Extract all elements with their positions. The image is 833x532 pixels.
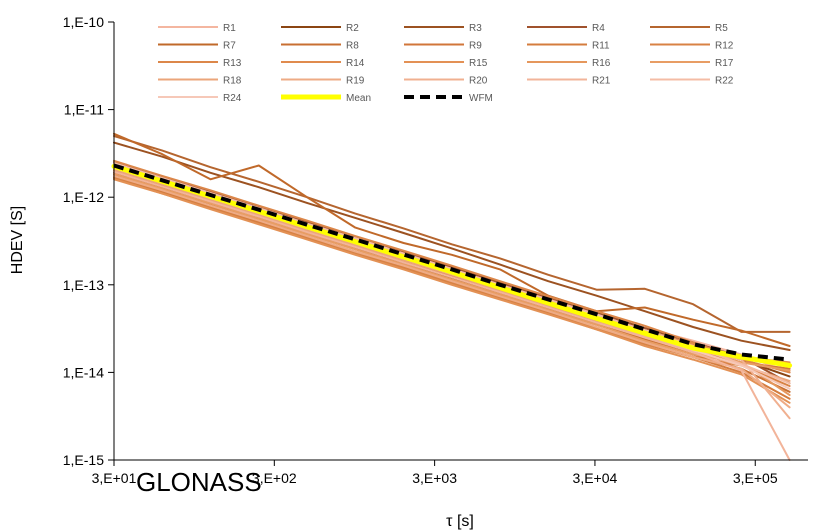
legend-item-r12: R12 — [650, 41, 734, 52]
legend-label: R14 — [346, 58, 365, 69]
y-tick-label: 1,E-13 — [63, 277, 104, 293]
legend-item-r15: R15 — [404, 58, 488, 69]
x-tick-label: 3,E+03 — [412, 470, 457, 486]
y-tick-label: 1,E-12 — [63, 189, 104, 205]
legend-label: R19 — [346, 76, 365, 87]
series-line-wfm — [114, 166, 790, 360]
legend-label: R24 — [223, 93, 242, 104]
legend-item-r4: R4 — [527, 23, 605, 34]
legend-item-r7: R7 — [158, 41, 236, 52]
legend-item-r20: R20 — [404, 76, 488, 87]
legend-item-r13: R13 — [158, 58, 242, 69]
legend-label: R1 — [223, 23, 236, 34]
legend-label: R2 — [346, 23, 359, 34]
legend-label: R22 — [715, 76, 734, 87]
legend-label: R3 — [469, 23, 482, 34]
legend-label: R16 — [592, 58, 611, 69]
series-line-r15 — [114, 179, 790, 402]
legend-label: R15 — [469, 58, 488, 69]
legend-item-r18: R18 — [158, 76, 242, 87]
series-line-r7 — [114, 134, 790, 346]
series-line-r21 — [114, 172, 790, 460]
legend-label: R5 — [715, 23, 728, 34]
legend-label: R4 — [592, 23, 605, 34]
legend-item-r9: R9 — [404, 41, 482, 52]
chart-annotation: GLONASS — [136, 467, 262, 497]
legend-label: Mean — [346, 93, 371, 104]
legend-item-r3: R3 — [404, 23, 482, 34]
legend-label: R9 — [469, 41, 482, 52]
legend-label: R7 — [223, 41, 236, 52]
legend-item-r14: R14 — [281, 58, 365, 69]
x-tick-label: 3,E+05 — [733, 470, 778, 486]
legend-item-wfm: WFM — [404, 93, 493, 104]
plot-lines — [114, 134, 790, 460]
legend-label: R21 — [592, 76, 611, 87]
y-tick-label: 1,E-10 — [63, 14, 104, 30]
legend-item-r17: R17 — [650, 58, 734, 69]
x-axis-title: τ [s] — [446, 513, 474, 530]
legend-item-r22: R22 — [650, 76, 734, 87]
legend-item-r1: R1 — [158, 23, 236, 34]
legend-label: R13 — [223, 58, 242, 69]
legend-item-mean: Mean — [281, 93, 371, 104]
legend-item-r24: R24 — [158, 93, 242, 104]
legend-item-r8: R8 — [281, 41, 359, 52]
legend-label: R12 — [715, 41, 734, 52]
x-tick-label: 3,E+04 — [573, 470, 618, 486]
legend-item-r11: R11 — [527, 41, 610, 52]
legend-label: WFM — [469, 93, 493, 104]
legend-item-r19: R19 — [281, 76, 365, 87]
legend: R1 R2 R3 R4 R5 R7 R8 R9 R11 R12 R13 R14 R15 R16 R17 R18… — [158, 23, 734, 104]
y-tick-label: 1,E-14 — [63, 364, 104, 380]
legend-label: R11 — [592, 41, 610, 52]
legend-item-r16: R16 — [527, 58, 611, 69]
legend-item-r5: R5 — [650, 23, 728, 34]
legend-label: R20 — [469, 76, 488, 87]
legend-label: R8 — [346, 41, 359, 52]
legend-label: R18 — [223, 76, 242, 87]
series-line-r5 — [114, 136, 790, 332]
y-tick-label: 1,E-11 — [64, 102, 104, 118]
legend-item-r2: R2 — [281, 23, 359, 34]
legend-label: R17 — [715, 58, 734, 69]
y-axis-title: HDEV [S] — [9, 206, 26, 274]
x-tick-label: 3,E+01 — [92, 470, 137, 486]
legend-item-r21: R21 — [527, 76, 611, 87]
y-tick-label: 1,E-15 — [63, 452, 104, 468]
